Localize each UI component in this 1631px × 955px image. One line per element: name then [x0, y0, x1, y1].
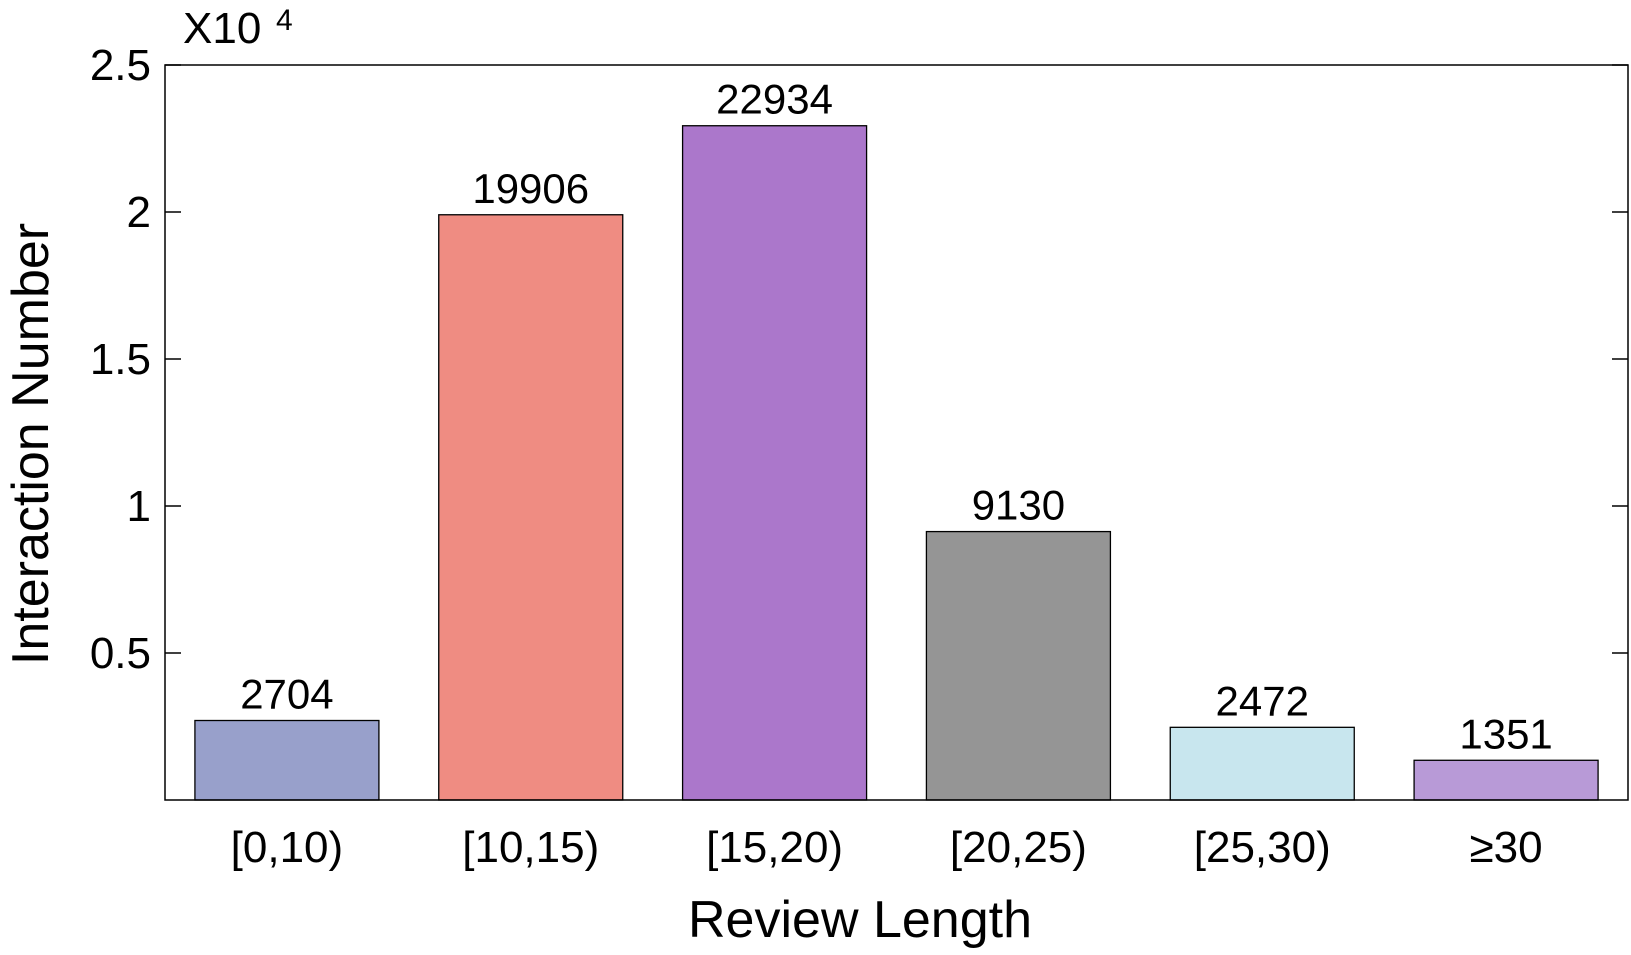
- y-tick-label: 1: [127, 482, 151, 531]
- bar-value-label: 9130: [972, 482, 1065, 529]
- x-tick-label: ≥30: [1470, 823, 1543, 872]
- y-axis-ticks: 0.5 1 1.5 2 2.5: [90, 41, 1628, 678]
- x-tick-label: [25,30): [1194, 823, 1331, 872]
- y-tick-label: 1.5: [90, 335, 151, 384]
- bar-4: [1169, 726, 1355, 801]
- bar-value-label: 1351: [1459, 710, 1552, 757]
- bars-group: 2704 19906 22934 9130 2472 1351: [194, 76, 1599, 801]
- x-tick-label: [20,25): [950, 823, 1087, 872]
- y-multiplier-exponent: 4: [276, 4, 293, 37]
- bar-value-label: 22934: [716, 76, 833, 123]
- y-tick-label: 2.5: [90, 41, 151, 90]
- bar-value-label: 2704: [240, 671, 333, 718]
- bar-3: [925, 530, 1112, 801]
- plot-frame: [164, 64, 1629, 801]
- x-tick-label: [10,15): [462, 823, 599, 872]
- bar-0: [194, 719, 380, 801]
- bar-value-label: 2472: [1216, 677, 1309, 724]
- bar-value-label: 19906: [472, 165, 589, 212]
- bar-5: [1413, 759, 1599, 801]
- y-tick-label: 2: [127, 188, 151, 237]
- y-multiplier-base: X10: [183, 4, 261, 53]
- x-tick-labels: [0,10) [10,15) [15,20) [20,25) [25,30) ≥30: [231, 823, 1543, 872]
- bar-1: [438, 214, 624, 801]
- x-axis-title: Review Length: [688, 891, 1032, 949]
- x-tick-label: [0,10): [231, 823, 344, 872]
- x-tick-label: [15,20): [706, 823, 843, 872]
- bar-2: [681, 125, 868, 801]
- y-axis-title: Interaction Number: [2, 223, 60, 665]
- y-tick-label: 0.5: [90, 629, 151, 678]
